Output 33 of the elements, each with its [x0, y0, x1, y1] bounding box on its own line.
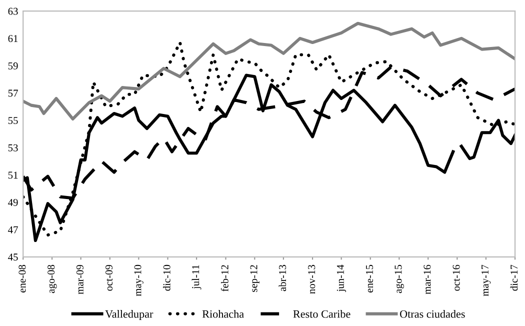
x-tick-label: oct-16 — [452, 264, 460, 291]
x-tick-label: may-17 — [482, 264, 491, 296]
x-tick-label: ago-15 — [394, 264, 404, 294]
x-tick-label: abr-13 — [278, 264, 286, 292]
y-tick-label: 53 — [8, 144, 18, 152]
legend-label: Resto Caribe — [293, 310, 350, 318]
x-tick-label: oct-09 — [105, 264, 112, 291]
x-tick-label: dic-17 — [510, 264, 518, 291]
y-tick-label: 45 — [8, 254, 18, 261]
y-tick-label: 63 — [8, 8, 18, 15]
y-tick-label: 55 — [8, 117, 18, 124]
x-tick-label: jun-14 — [336, 264, 346, 292]
x-tick-label: nov-13 — [308, 264, 316, 294]
x-tick-label: may-10 — [134, 264, 144, 296]
x-tick-label: mar-09 — [76, 264, 84, 294]
x-tick-label: ene-08 — [18, 264, 26, 292]
line-series — [23, 22, 516, 120]
x-tick-label: dic-10 — [163, 264, 170, 291]
legend-label: Valledupar — [105, 310, 154, 320]
y-tick-label: 47 — [8, 226, 18, 234]
legend-label: Riohacha — [202, 310, 244, 318]
x-tick-label: jul-11 — [192, 265, 202, 290]
x-tick-label: sep-12 — [250, 265, 260, 292]
y-tick-label: 59 — [8, 62, 18, 70]
legend-label: Otras ciudades — [400, 310, 465, 318]
y-tick-label: 61 — [8, 35, 18, 42]
x-tick-label: ago-08 — [48, 264, 57, 294]
y-tick-label: 49 — [8, 198, 18, 206]
y-tick-label: 57 — [8, 90, 18, 97]
y-tick-label: 51 — [8, 172, 18, 179]
x-tick-label: feb-12 — [220, 265, 228, 292]
x-tick-label: mar-16 — [424, 264, 431, 294]
x-tick-label: ene-15 — [366, 264, 373, 292]
